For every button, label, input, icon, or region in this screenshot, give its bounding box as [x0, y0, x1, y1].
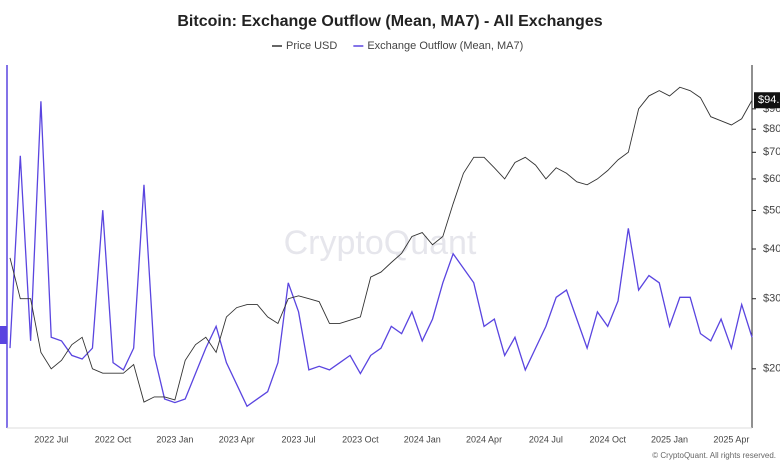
series-line: [9, 86, 753, 403]
x-tick-label: 2022 Oct: [95, 434, 132, 444]
chart-title: Bitcoin: Exchange Outflow (Mean, MA7) - …: [177, 13, 602, 30]
series-line: [9, 101, 753, 408]
x-tick-label: 2024 Oct: [589, 434, 626, 444]
y2-tick-label: $70: [763, 146, 780, 158]
x-tick-label: 2023 Oct: [342, 434, 379, 444]
x-tick-label: 2023 Apr: [219, 434, 255, 444]
watermark: CryptoQuant: [284, 224, 477, 262]
legend-label: Exchange Outflow (Mean, MA7): [367, 40, 523, 52]
price-tag-label: $94.6: [758, 94, 780, 106]
x-tick-label: 2023 Jan: [156, 434, 193, 444]
y2-tick-label: $50: [763, 204, 780, 216]
y2-tick-label: $30: [763, 293, 780, 305]
x-tick-label: 2023 Jul: [282, 434, 316, 444]
x-tick-label: 2024 Apr: [466, 434, 502, 444]
credit: © CryptoQuant. All rights reserved.: [652, 451, 776, 460]
x-tick-label: 2025 Apr: [713, 434, 749, 444]
x-tick-label: 2025 Jan: [651, 434, 688, 444]
range-handle[interactable]: [0, 326, 7, 344]
y2-tick-label: $80: [763, 123, 780, 135]
y2-tick-label: $40: [763, 243, 780, 255]
x-tick-label: 2022 Jul: [34, 434, 68, 444]
y2-tick-label: $20: [763, 363, 780, 375]
price-tag: [754, 92, 780, 109]
legend-label: Price USD: [286, 40, 337, 52]
x-tick-label: 2024 Jan: [404, 434, 441, 444]
x-tick-label: 2024 Jul: [529, 434, 563, 444]
y2-tick-label: $60: [763, 173, 780, 185]
